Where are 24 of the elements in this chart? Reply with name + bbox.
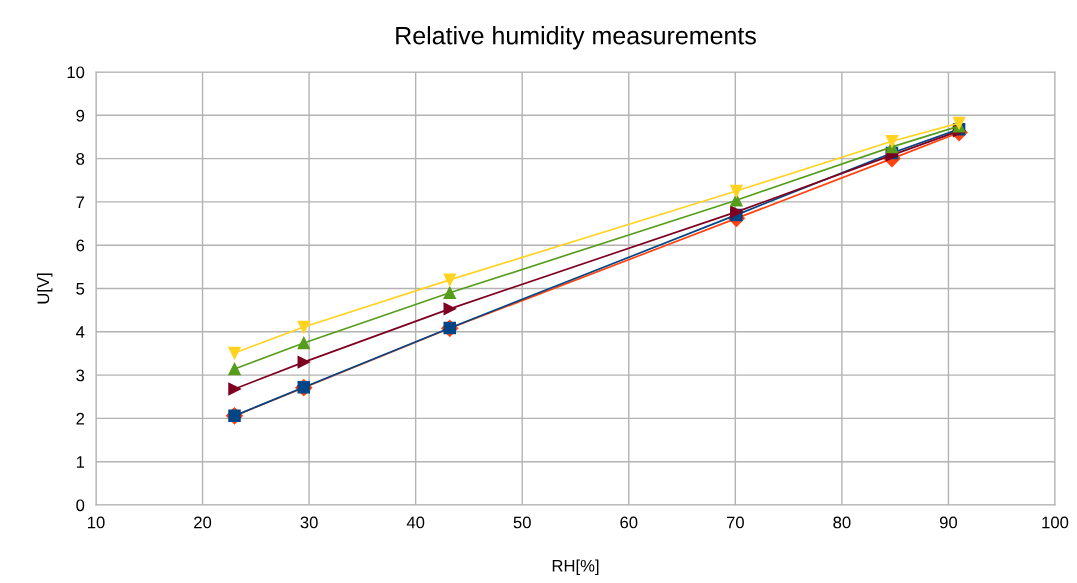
- y-axis-title: U[V]: [36, 273, 53, 304]
- x-tick-label: 80: [833, 516, 851, 529]
- y-tick-label: 5: [76, 283, 85, 295]
- x-tick-label: 100: [1042, 516, 1069, 529]
- x-tick-label: 30: [300, 516, 318, 529]
- y-tick-label: 8: [76, 153, 85, 165]
- x-tick-label: 40: [406, 516, 425, 529]
- x-tick-label: 70: [726, 516, 744, 529]
- y-tick-label: 4: [76, 326, 85, 338]
- y-tick-label: 2: [76, 412, 85, 425]
- y-tick-label: 3: [76, 369, 85, 382]
- y-tick-label: 9: [76, 109, 85, 122]
- x-tick-label: 20: [194, 516, 212, 529]
- y-tick-label: 7: [76, 196, 85, 208]
- x-tick-label: 50: [513, 516, 531, 529]
- y-tick-label: 10: [67, 66, 85, 79]
- y-tick-label: 1: [76, 456, 85, 468]
- x-tick-label: 10: [88, 516, 105, 529]
- chart-title: Relative humidity measurements: [396, 26, 756, 50]
- y-tick-label: 0: [76, 499, 85, 512]
- y-tick-label: 6: [76, 239, 85, 252]
- x-tick-label: 90: [939, 516, 958, 529]
- x-axis-title: RH[%]: [552, 559, 599, 575]
- x-tick-label: 60: [620, 516, 638, 529]
